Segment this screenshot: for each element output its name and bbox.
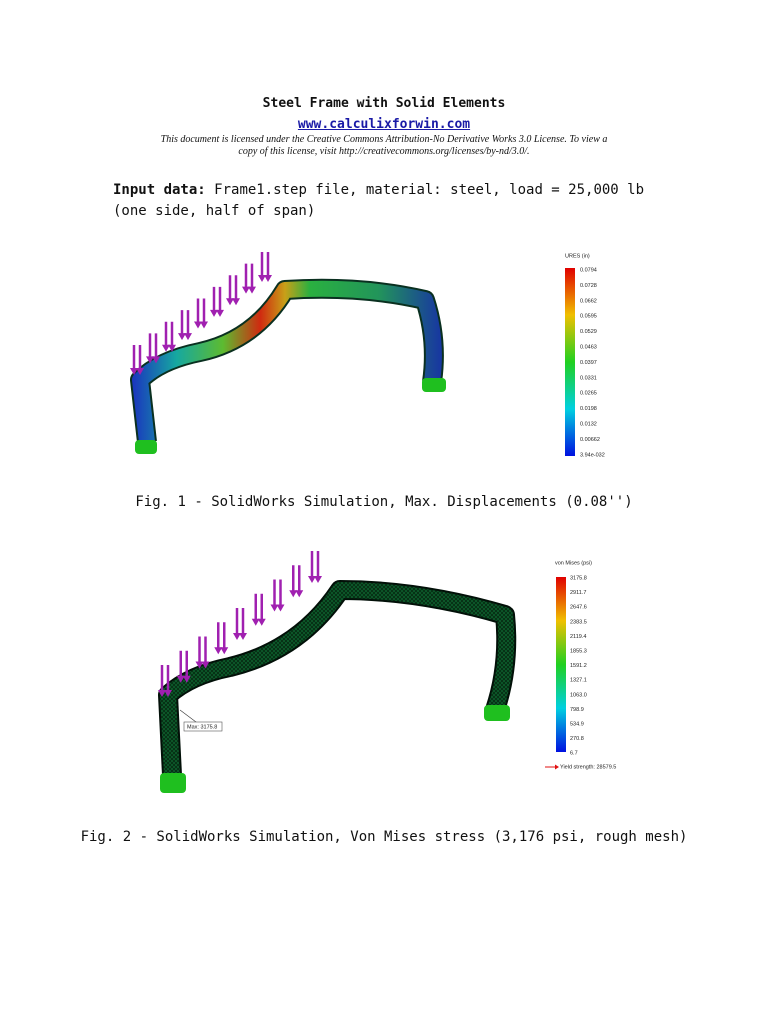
load-arrow-head [194,321,202,329]
legend-label: 6.7 [570,751,578,757]
legend-label: 1063.0 [570,692,587,698]
figure-1: URES (in) 0.0794 0.0728 0.0662 0.0595 0.0529… [130,252,605,458]
load-arrow-head [276,604,285,612]
load-arrow-head [258,275,266,282]
legend-label: 798.9 [570,707,584,713]
legend-label: 0.0794 [580,267,597,273]
legend-label: 3175.8 [570,575,587,581]
license-note: This document is licensed under the Crea… [160,134,608,157]
legend-label: 0.0132 [580,421,597,427]
legend-label: 2647.6 [570,605,587,611]
load-arrow-head [184,333,192,341]
load-arrow-head [308,576,316,583]
load-arrow-head [220,647,229,655]
load-arrow-head [264,275,272,282]
load-arrow-head [214,647,223,655]
load-arrow-head [257,618,266,626]
load-arrow-head [152,356,160,364]
load-arrow-head [289,590,298,598]
legend-label: 0.0662 [580,298,597,304]
legend-bar [556,577,566,752]
legend-label: 2119.4 [570,634,586,640]
load-arrow-head [195,661,204,669]
load-arrow-head [226,298,234,306]
site-link[interactable]: www.calculixforwin.com [297,117,471,132]
legend-label: 270.8 [570,736,584,742]
load-arrow-head [314,576,322,583]
legend-label: 1327.1 [570,678,587,684]
load-arrow-head [158,690,166,697]
supports [135,378,446,454]
load-arrow-head [164,690,172,697]
load-arrow-head [210,309,218,317]
load-arrow-head [130,368,138,375]
legend-label: 1855.3 [570,648,587,654]
legend-label: 0.0265 [580,391,597,397]
legend-title: URES (in) [565,253,590,259]
legend-label: 2911.7 [570,590,586,596]
load-arrow-head [201,661,210,669]
figure-caption: Fig. 1 - SolidWorks Simulation, Max. Dis… [135,494,633,510]
load-arrow-head [233,633,241,640]
load-arrow-head [178,333,186,341]
legend-label: 0.0463 [580,344,597,350]
legend-bar [565,268,575,456]
load-arrow-head [146,356,154,364]
max-annotation: Max: 3175.8 [187,724,217,730]
load-arrow-head [248,286,256,294]
legend-label: 0.0529 [580,329,597,335]
load-arrow-head [182,675,191,683]
load-arrow-head [216,309,224,317]
doc-title: Steel Frame with Solid Elements [262,96,506,111]
load-arrow-head [242,286,250,294]
load-arrow-head [232,298,240,306]
load-arrow-head [162,344,170,352]
figure-caption: Fig. 2 - SolidWorks Simulation, Von Mise… [80,829,688,845]
load-arrow-head [168,344,176,352]
legend-label: 0.0198 [580,406,597,412]
legend-label: 3.94e-032 [580,452,605,458]
legend-title: von Mises (psi) [555,560,592,566]
load-arrow-head [251,618,260,626]
load-arrow-head [295,590,304,598]
legend-label: 2383.5 [570,619,587,625]
legend-label: 1591.2 [570,663,587,669]
load-arrow-head [270,604,279,612]
load-arrow-head [136,368,144,375]
load-arrow-head [239,633,247,640]
input-label: Input data: [113,182,206,198]
yield-label: Yield strength: 28579.5 [560,764,616,770]
load-arrow-head [200,321,208,329]
legend-label: 0.0397 [580,360,597,366]
legend-label: 534.9 [570,721,584,727]
load-arrow-head [176,675,185,683]
legend-label: 0.0595 [580,314,597,320]
figure-2: Max: 3175.8 von Mises (psi) Yield streng… [158,551,616,793]
legend-label: 0.0728 [580,283,597,289]
legend-label: 0.0331 [580,375,597,381]
legend-label: 0.00662 [580,437,600,443]
input-paragraph: Input data: Frame1.step file, material: … [113,180,653,222]
input-text: Frame1.step file, material: steel, load … [113,182,645,219]
